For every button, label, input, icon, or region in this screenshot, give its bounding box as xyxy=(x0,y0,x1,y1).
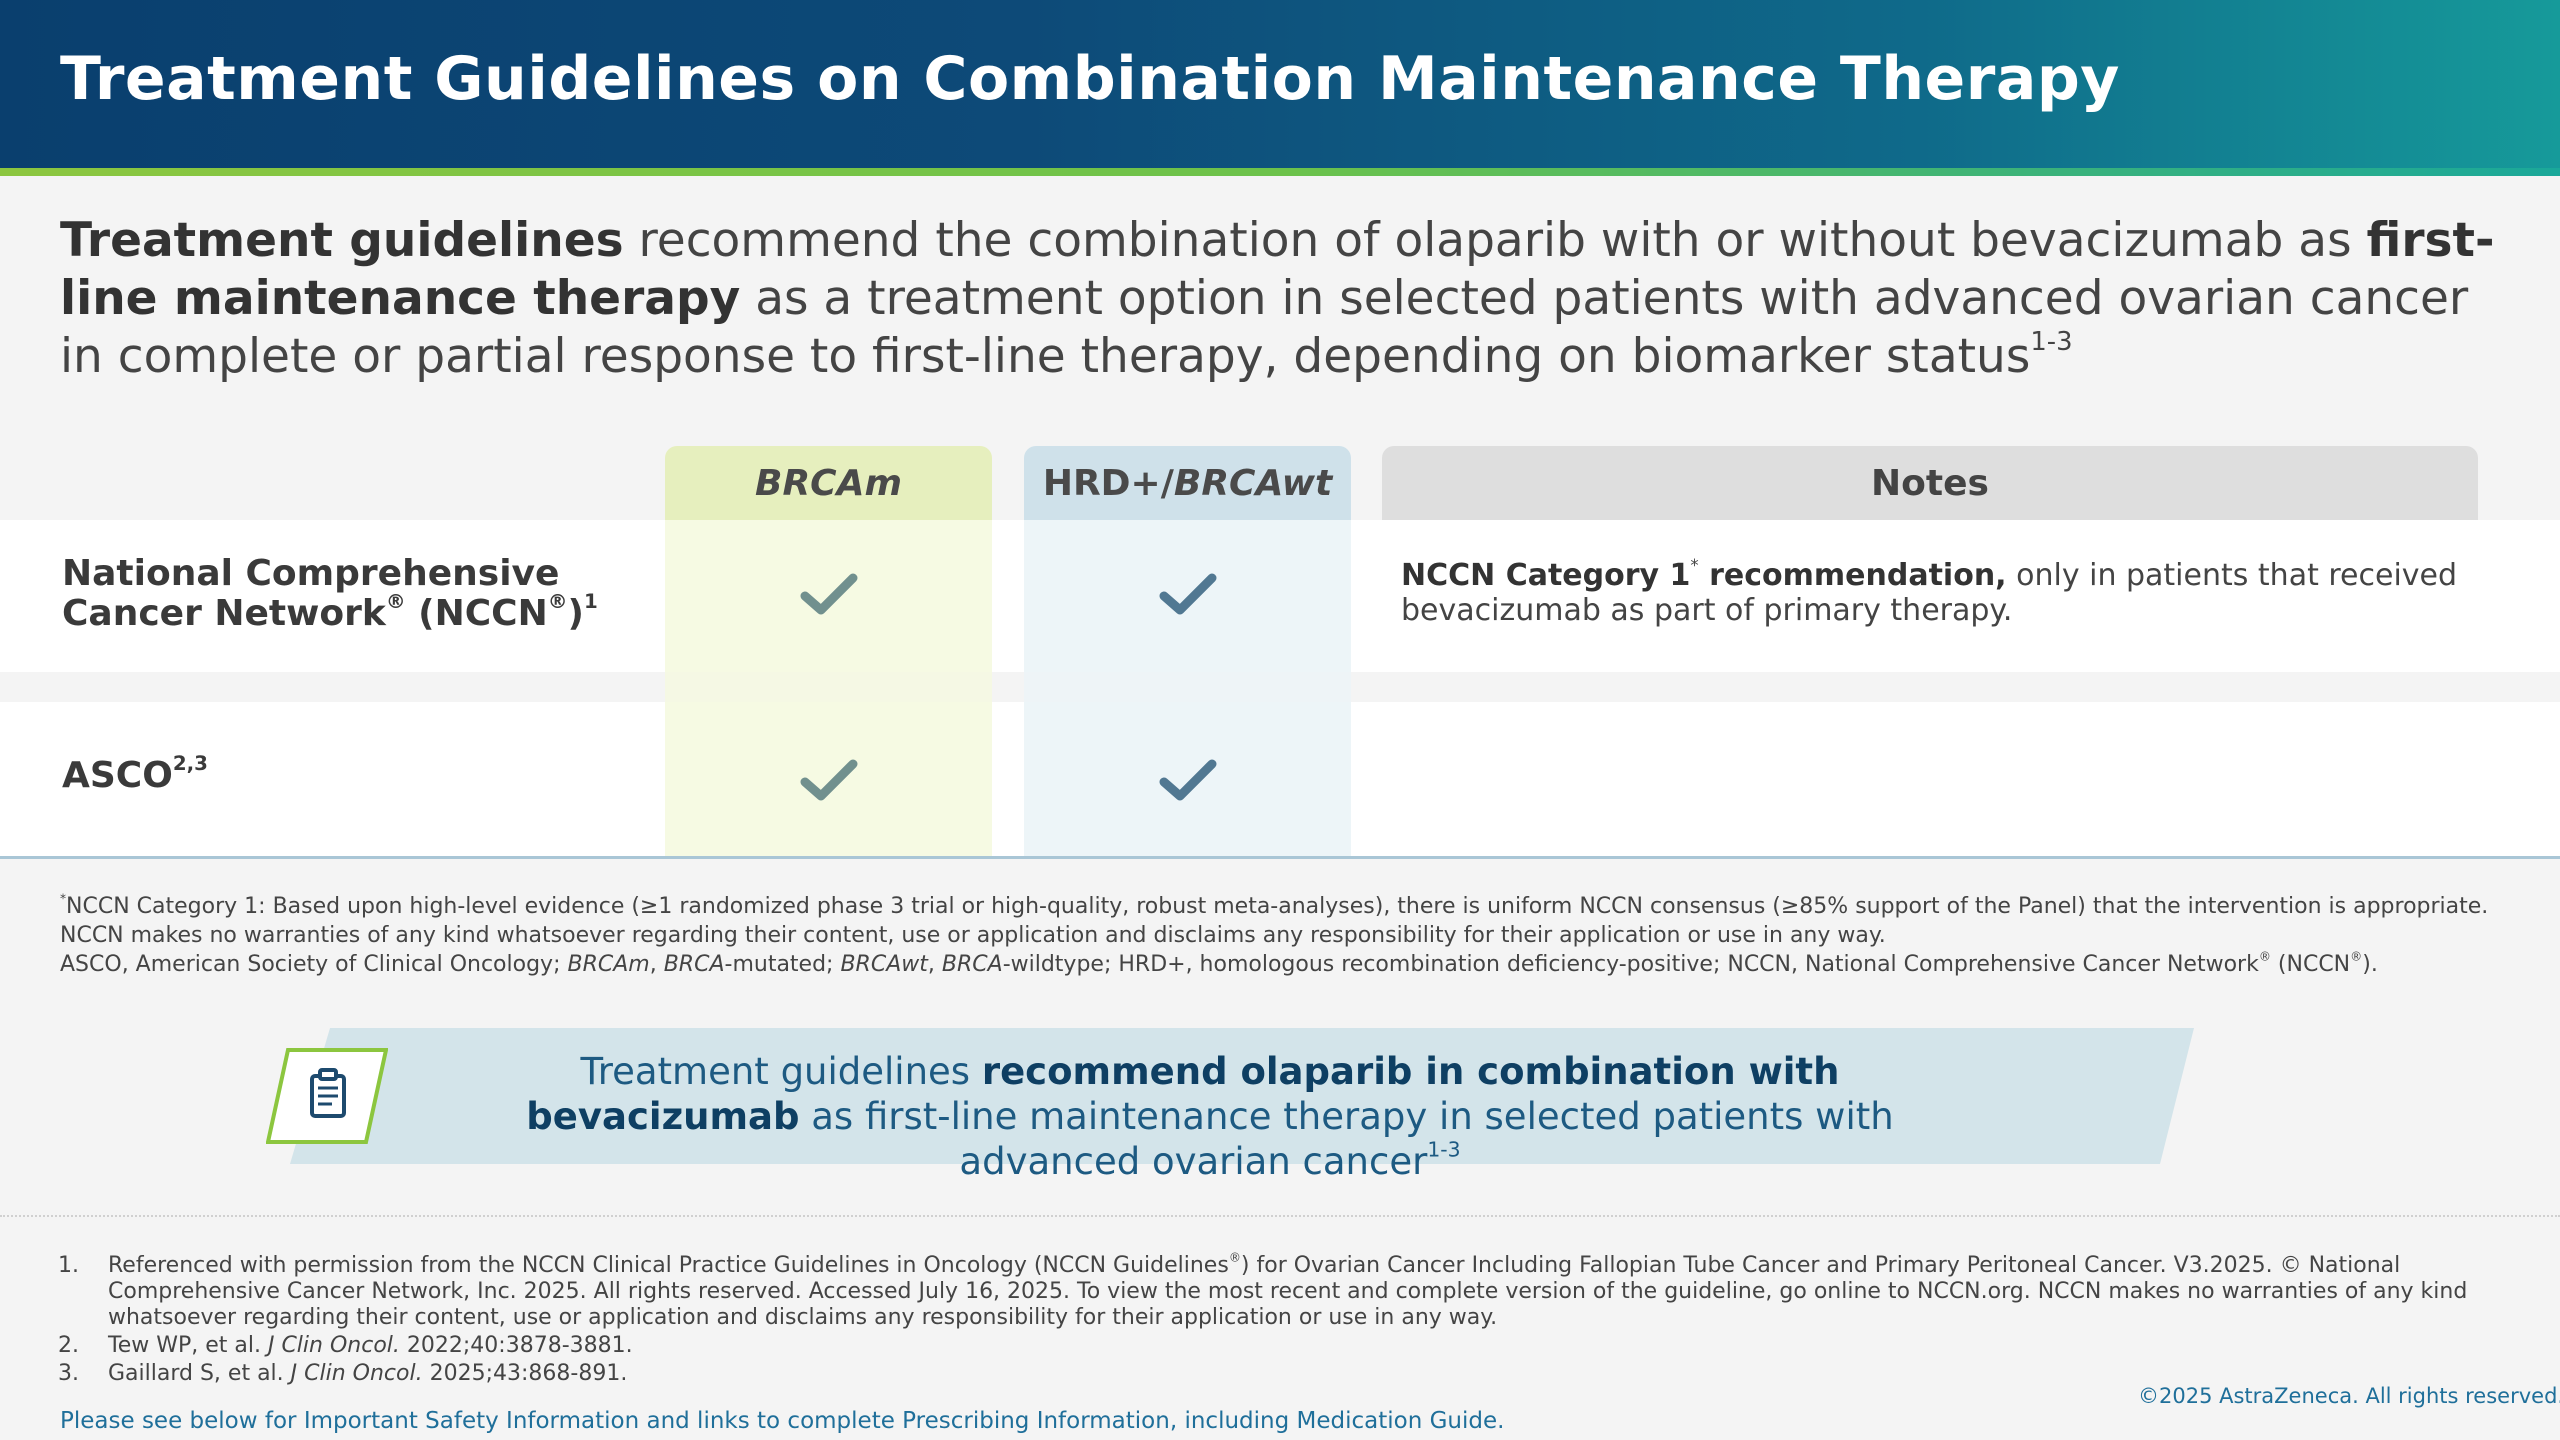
table-row-asco: ASCO2,3 xyxy=(0,702,2560,856)
abbr-italic: BRCAwt xyxy=(840,952,928,977)
page-title: Treatment Guidelines on Combination Main… xyxy=(60,44,2120,114)
intro-text-1: recommend the combination of olaparib wi… xyxy=(623,213,2367,268)
table-footnotes: *NCCN Category 1: Based upon high-level … xyxy=(60,892,2520,979)
footnote-nccn-category: *NCCN Category 1: Based upon high-level … xyxy=(60,892,2520,921)
footnote-star: * xyxy=(60,891,67,906)
reference-text-a: Referenced with permission from the NCCN… xyxy=(108,1253,1229,1278)
intro-citation: 1-3 xyxy=(2030,327,2073,358)
header-bar: Treatment Guidelines on Combination Main… xyxy=(0,0,2560,168)
clipboard-icon xyxy=(266,1048,388,1144)
reference-cite: 2025;43:868-891. xyxy=(422,1361,628,1386)
registered-mark: ® xyxy=(385,590,406,614)
reference-text: Gaillard S, et al. J Clin Oncol. 2025;43… xyxy=(108,1361,2478,1387)
row-label-asco-citation: 2,3 xyxy=(172,752,208,776)
abbr-text: , xyxy=(649,952,664,977)
checkmark-icon xyxy=(799,570,859,620)
checkmark-icon xyxy=(1158,570,1218,620)
reference-text: Referenced with permission from the NCCN… xyxy=(108,1250,2478,1331)
nccn-note-footnote-mark: * xyxy=(1690,555,1699,575)
nccn-note-bold: NCCN Category 1 xyxy=(1401,558,1691,593)
column-header-notes-label: Notes xyxy=(1871,462,1989,504)
abbr-text: -wildtype; HRD+, homologous recombinatio… xyxy=(1002,952,2259,977)
callout-bold: recommend olaparib in combination with b… xyxy=(526,1050,1840,1138)
table-bottom-rule xyxy=(0,856,2560,859)
callout-text-1: Treatment guidelines xyxy=(580,1050,982,1093)
abbr-text: ASCO, American Society of Clinical Oncol… xyxy=(60,952,568,977)
isi-link[interactable]: Please see below for Important Safety In… xyxy=(60,1408,1505,1434)
footnote-nccn-warranty: NCCN makes no warranties of any kind wha… xyxy=(60,923,1886,948)
reference-number: 1. xyxy=(58,1253,79,1278)
abbr-text: ). xyxy=(2362,952,2378,977)
copyright-notice: ©2025 AstraZeneca. All rights reserved. xyxy=(2138,1384,2560,1408)
row-label-asco: ASCO2,3 xyxy=(62,754,208,796)
reference-item: 3. Gaillard S, et al. J Clin Oncol. 2025… xyxy=(58,1361,2478,1387)
registered-mark: ® xyxy=(2350,949,2363,964)
reference-item: 2. Tew WP, et al. J Clin Oncol. 2022;40:… xyxy=(58,1333,2478,1359)
abbr-italic: BRCA xyxy=(941,952,1003,977)
table-row-nccn: National Comprehensive Cancer Network® (… xyxy=(0,520,2560,672)
abbr-text: -mutated; xyxy=(724,952,841,977)
reference-item: 1. Referenced with permission from the N… xyxy=(58,1250,2478,1331)
intro-text-2: as a treatment option in selected patien… xyxy=(60,271,2469,384)
callout-text-2: as first-line maintenance therapy in sel… xyxy=(799,1095,1894,1183)
footnote-line-1: NCCN Category 1: Based upon high-level e… xyxy=(66,894,2489,919)
column-header-brcam-label: BRCAm xyxy=(755,462,902,504)
header-accent-stripe xyxy=(0,168,2560,176)
nccn-note: NCCN Category 1* recommendation, only in… xyxy=(1401,555,2461,628)
abbr-italic: BRCAm xyxy=(567,952,650,977)
column-header-notes: Notes xyxy=(1382,446,2478,520)
reference-journal: J Clin Oncol. xyxy=(267,1333,400,1358)
references-list: 1. Referenced with permission from the N… xyxy=(58,1250,2478,1389)
row-label-nccn: National Comprehensive Cancer Network® (… xyxy=(62,554,598,634)
abbr-text: (NCCN xyxy=(2270,952,2351,977)
row-label-nccn-mid: (NCCN xyxy=(405,593,548,634)
intro-bold-2: first-line maintenance therapy xyxy=(60,213,2495,326)
column-header-hrd-prefix: HRD+/ xyxy=(1042,462,1174,504)
registered-mark: ® xyxy=(547,590,568,614)
reference-author: Gaillard S, et al. xyxy=(108,1361,291,1386)
reference-number: 2. xyxy=(58,1333,79,1358)
nccn-note-bold-2: recommendation, xyxy=(1698,558,2007,593)
abbr-text: , xyxy=(927,952,942,977)
reference-text-b: ) for Ovarian Cancer Including Fallopian… xyxy=(108,1253,2468,1330)
registered-mark: ® xyxy=(2258,949,2271,964)
abbr-italic: BRCA xyxy=(663,952,725,977)
reference-journal: J Clin Oncol. xyxy=(290,1361,423,1386)
callout-banner xyxy=(290,1028,2194,1164)
reference-cite: 2022;40:3878-3881. xyxy=(399,1333,633,1358)
row-label-nccn-line2: Cancer Network xyxy=(62,593,386,634)
nccn-note-text: only in patients that received bevacizum… xyxy=(1401,558,2458,628)
row-label-nccn-citation: 1 xyxy=(583,590,598,614)
checkmark-icon xyxy=(1158,756,1218,806)
callout-text: Treatment guidelines recommend olaparib … xyxy=(460,1049,1960,1184)
row-label-nccn-line1: National Comprehensive xyxy=(62,553,560,594)
row-label-nccn-end: ) xyxy=(567,593,584,634)
callout-citation: 1-3 xyxy=(1427,1137,1461,1162)
column-header-hrd: HRD+/BRCAwt xyxy=(1024,446,1351,520)
footnote-abbreviations: ASCO, American Society of Clinical Oncol… xyxy=(60,950,2520,979)
column-header-brcam: BRCAm xyxy=(665,446,992,520)
intro-statement: Treatment guidelines recommend the combi… xyxy=(60,212,2500,386)
reference-number: 3. xyxy=(58,1361,79,1386)
registered-mark: ® xyxy=(1228,1250,1241,1265)
intro-bold-1: Treatment guidelines xyxy=(60,213,624,268)
column-header-hrd-italic: BRCAwt xyxy=(1173,462,1333,504)
row-label-asco-text: ASCO xyxy=(62,755,173,796)
checkmark-icon xyxy=(799,756,859,806)
references-divider xyxy=(0,1215,2560,1217)
reference-text: Tew WP, et al. J Clin Oncol. 2022;40:387… xyxy=(108,1333,2478,1359)
reference-author: Tew WP, et al. xyxy=(108,1333,268,1358)
